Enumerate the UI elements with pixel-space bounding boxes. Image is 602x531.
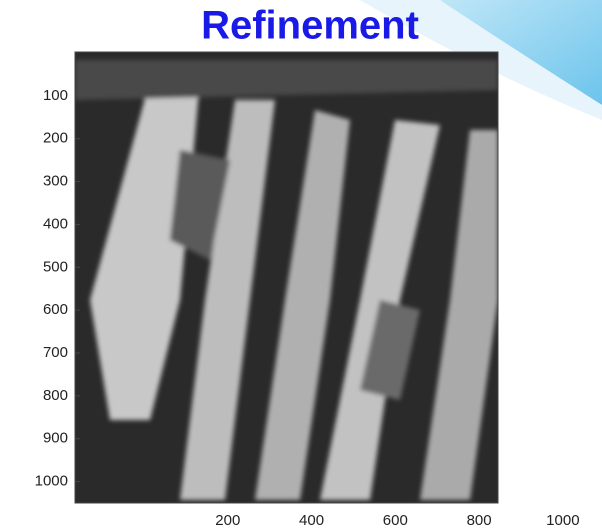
y-tick-label: 700 <box>43 344 68 361</box>
slide: Refinement 100 200 300 400 500 600 700 800 900 10… <box>0 0 602 531</box>
y-tick-label: 100 <box>43 87 68 104</box>
x-tick-label: 400 <box>299 512 324 529</box>
disparity-image <box>75 52 498 503</box>
x-tick-label: 1000 <box>546 512 579 529</box>
y-tick-label: 400 <box>43 215 68 232</box>
y-tick-label: 300 <box>43 173 68 190</box>
y-tick-label: 900 <box>43 430 68 447</box>
x-tick-label: 200 <box>215 512 240 529</box>
x-tick-label: 800 <box>467 512 492 529</box>
y-tick-label: 500 <box>43 258 68 275</box>
y-tick-label: 200 <box>43 130 68 147</box>
y-tick-label: 800 <box>43 387 68 404</box>
y-tick-label: 1000 <box>35 473 68 490</box>
x-tick-label: 600 <box>383 512 408 529</box>
chart-title: Refinement <box>201 4 419 48</box>
y-tick-label: 600 <box>43 301 68 318</box>
